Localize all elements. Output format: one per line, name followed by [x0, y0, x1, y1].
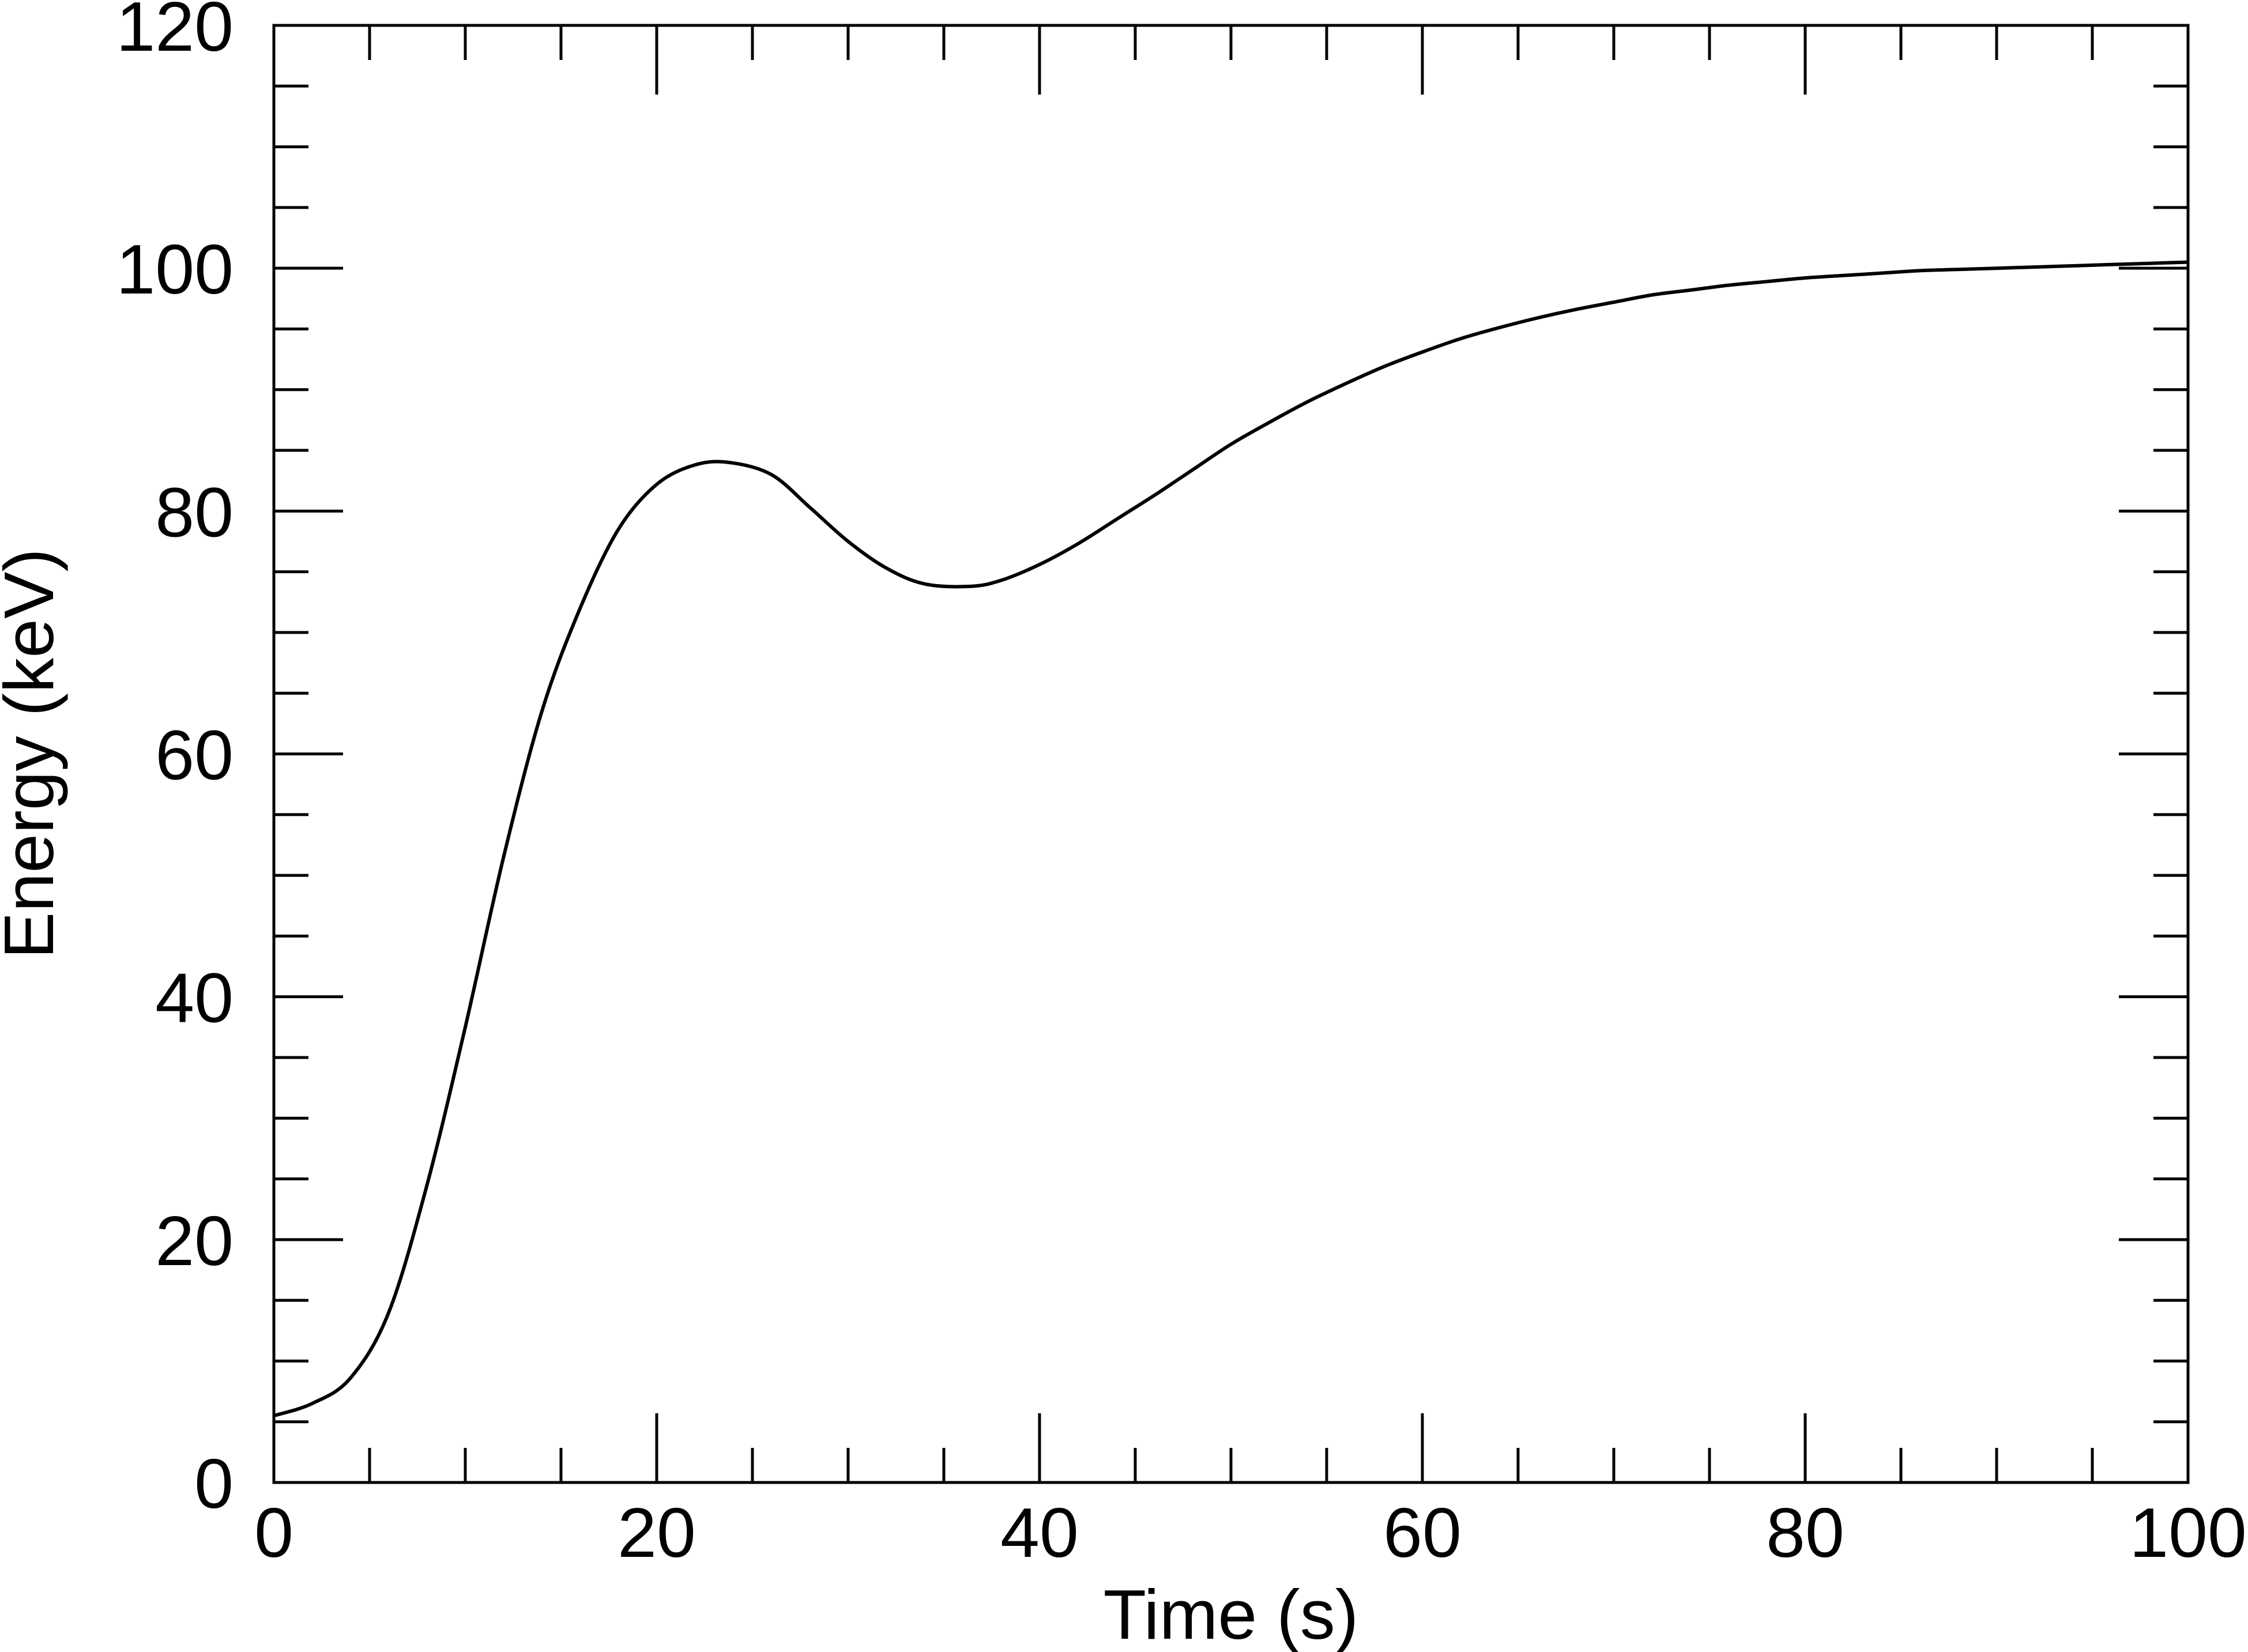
y-tick-label: 0: [194, 1444, 234, 1523]
axis-ticks: [272, 24, 2190, 1484]
y-tick-label: 20: [155, 1202, 234, 1280]
y-tick-labels: 0 20 40 60 80 100 120: [116, 0, 234, 1523]
x-tick-label: 20: [617, 1493, 696, 1572]
plot-frame: [272, 24, 2190, 1484]
y-tick-label: 40: [155, 959, 234, 1037]
x-tick-label: 60: [1383, 1493, 1462, 1572]
series-line: [273, 260, 2189, 1418]
x-tick-label: 80: [1766, 1493, 1844, 1572]
x-axis-title: Time (s): [1104, 1575, 1359, 1652]
x-tick-labels: 0 20 40 60 80 100: [254, 1493, 2247, 1572]
x-tick-label: 40: [1000, 1493, 1079, 1572]
y-tick-label: 80: [155, 473, 234, 551]
x-tick-label: 0: [254, 1493, 293, 1572]
y-tick-label: 100: [116, 230, 234, 308]
x-tick-label: 100: [2129, 1493, 2247, 1572]
y-axis-title: Energy (keV): [0, 548, 68, 959]
y-tick-label: 60: [155, 716, 234, 795]
y-tick-label: 120: [116, 0, 234, 66]
